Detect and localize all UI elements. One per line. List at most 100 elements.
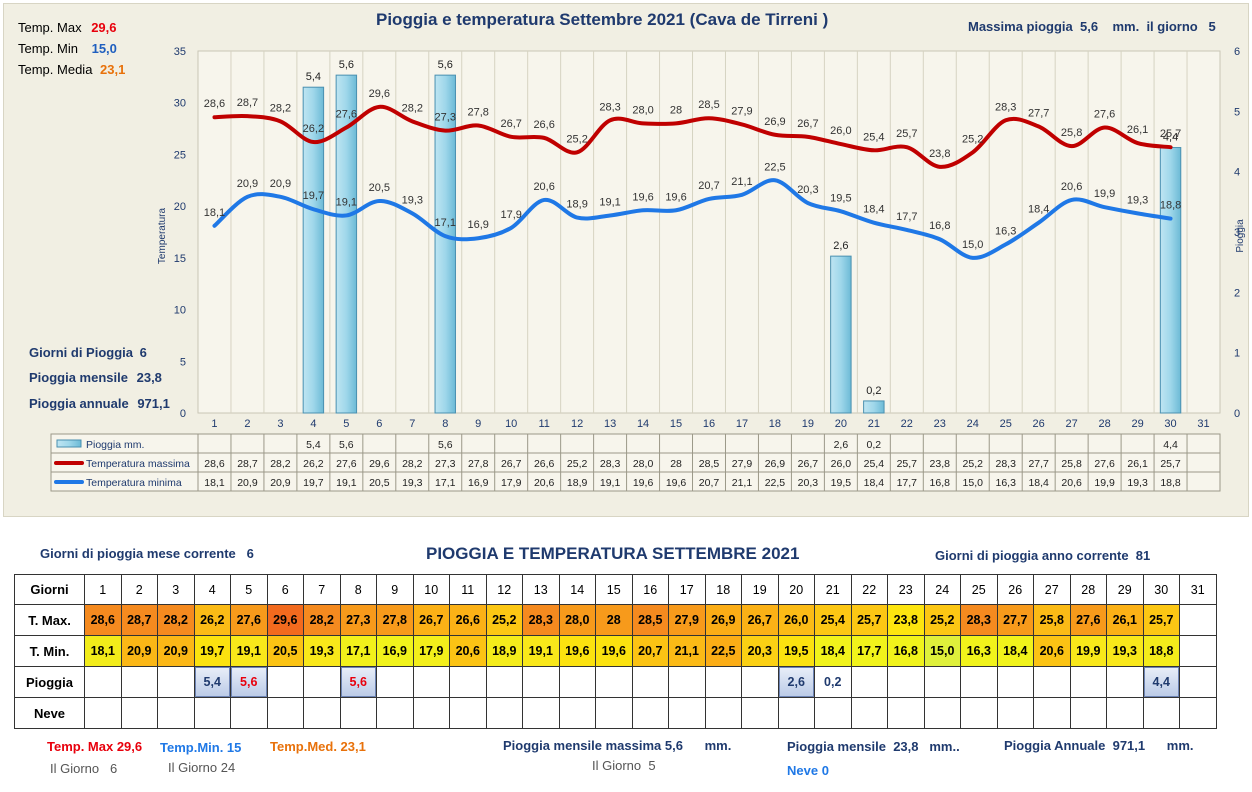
legend-table-value: 27,3 [435,458,456,470]
rain-cell [1179,666,1217,698]
tmin-cell: 19,6 [558,635,596,667]
tmax-cell: 25,7 [1142,604,1180,636]
tmax-data-label: 28,2 [402,102,423,114]
rain-data-label: 4,4 [1163,132,1178,144]
tmin-cell: 20,9 [157,635,195,667]
tmax-cell: 28,0 [558,604,596,636]
tmax-cell: 26,7 [741,604,779,636]
tmin-cell: 19,7 [193,635,231,667]
x-tick-label: 3 [277,418,283,430]
x-tick-label: 19 [802,418,814,430]
rain-cell [996,666,1034,698]
day-header-cell: 15 [595,574,633,605]
tmin-cell: 20,6 [1033,635,1071,667]
rain-cell [157,666,195,698]
legend-table-value: 27,6 [336,458,357,470]
day-header-cell: 5 [230,574,268,605]
row-label-rain: Pioggia [14,666,85,698]
tmax-data-label: 26,7 [797,118,818,130]
x-tick-label: 27 [1066,418,1078,430]
day-header-cell: 6 [266,574,304,605]
tmax-cell: 28 [595,604,633,636]
tmax-data-label: 28,7 [237,97,258,109]
legend-table-value: 26,7 [501,458,522,470]
tmax-data-label: 25,7 [1160,128,1181,140]
rain-bar [335,74,358,414]
day-header-cell: 4 [193,574,231,605]
tmin-data-label: 22,5 [764,161,785,173]
tmax-cell: 26,6 [449,604,487,636]
tmin-data-label: 20,9 [270,178,291,190]
legend-table-value: 20,5 [369,477,390,489]
legend-table-value: 15,0 [963,477,984,489]
tmax-cell: 28,6 [84,604,122,636]
legend-table-value: 26,0 [831,458,852,470]
legend-table-value: 19,5 [831,477,852,489]
y-left-tick-label: 25 [174,149,186,161]
legend-table-value: 17,7 [897,477,918,489]
footer-tmed-day: Il Giorno 24 [168,760,236,775]
snow-cell [850,697,888,729]
snow-cell [230,697,268,729]
tmin-cell: 19,3 [303,635,341,667]
rain-bar [863,400,885,414]
legend-table-value: 26,7 [798,458,819,470]
tmax-data-label: 28,2 [270,102,291,114]
day-header-cell: 3 [157,574,195,605]
tmin-cell [1179,635,1217,667]
tmin-cell: 19,6 [595,635,633,667]
tmin-data-label: 21,1 [731,176,752,188]
tmin-data-label: 19,3 [1127,194,1148,206]
tmax-cell: 25,2 [485,604,523,636]
rain-cell: 5,6 [230,666,268,698]
rain-bar [302,86,325,414]
y-right-axis-title: Pioggia [1235,219,1246,253]
y-right-tick-label: 2 [1234,287,1240,299]
legend-table-value: 4,4 [1163,439,1178,451]
tmax-cell: 27,8 [376,604,414,636]
snow-cell [777,697,815,729]
legend-table-value: 18,4 [864,477,885,489]
rain-cell: 5,6 [339,666,377,698]
x-tick-label: 17 [736,418,748,430]
tmin-data-label: 20,5 [369,182,390,194]
legend-table-value: 25,2 [567,458,588,470]
tmin-data-label: 19,9 [1094,188,1115,200]
row-label-tmax: T. Max. [14,604,85,636]
day-header-cell: 21 [814,574,852,605]
row-label-snow: Neve [14,697,85,729]
tmin-data-label: 19,5 [830,192,851,204]
legend-table-value: 20,3 [798,477,819,489]
rain-bar [830,255,852,414]
tmax-data-label: 25,8 [1061,127,1082,139]
rain-cell: 4,4 [1142,666,1180,698]
x-tick-label: 23 [934,418,946,430]
day-header-cell: 19 [741,574,779,605]
tmin-cell: 19,1 [230,635,268,667]
legend-table-value: 28,2 [402,458,423,470]
tmax-data-label: 27,6 [336,109,357,121]
legend-table-value: 29,6 [369,458,390,470]
tmin-cell: 22,5 [704,635,742,667]
snow-cell [741,697,779,729]
row-label-days: Giorni [14,574,85,605]
snow-cell [303,697,341,729]
rain-days-month: Giorni di pioggia mese corrente 6 [40,546,254,561]
snow-cell [558,697,596,729]
tmax-series-line [212,104,1173,169]
legend-table-value: 19,1 [336,477,357,489]
x-tick-label: 9 [475,418,481,430]
snow-cell [1179,697,1217,729]
tmin-data-label: 20,9 [237,178,258,190]
tmax-data-label: 27,6 [1094,109,1115,121]
tmax-data-label: 23,8 [929,148,950,160]
side-annual-rain: Pioggia annuale 971,1 [29,396,170,411]
rain-cell [704,666,742,698]
x-tick-label: 26 [1033,418,1045,430]
legend-table-value: 27,7 [1028,458,1049,470]
rain-cell [266,666,304,698]
tmax-cell: 26,1 [1106,604,1144,636]
legend-table-value: 28,7 [237,458,258,470]
tmin-data-label: 17,7 [896,211,917,223]
tmax-data-label: 27,3 [435,112,456,124]
